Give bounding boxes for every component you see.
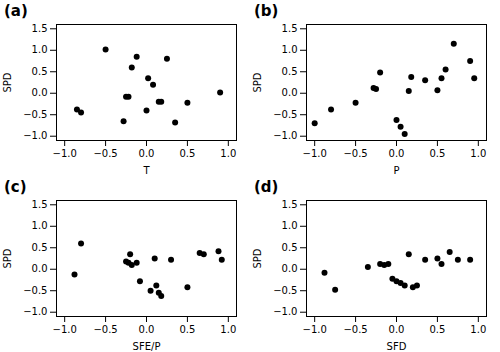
svg-text:0.5: 0.5 xyxy=(32,66,48,77)
svg-text:1.0: 1.0 xyxy=(282,220,298,231)
svg-text:−1.0: −1.0 xyxy=(23,130,47,141)
svg-text:1.0: 1.0 xyxy=(32,220,48,231)
svg-text:−1.0: −1.0 xyxy=(53,324,77,335)
svg-text:0.5: 0.5 xyxy=(282,242,298,253)
svg-text:1.5: 1.5 xyxy=(32,23,48,34)
svg-text:−0.5: −0.5 xyxy=(343,324,367,335)
svg-text:−0.5: −0.5 xyxy=(343,148,367,159)
svg-text:T: T xyxy=(142,165,150,176)
svg-text:−0.5: −0.5 xyxy=(23,109,47,120)
svg-text:0.0: 0.0 xyxy=(139,148,155,159)
svg-text:0.0: 0.0 xyxy=(32,263,48,274)
svg-text:1.0: 1.0 xyxy=(32,44,48,55)
svg-text:−1.0: −1.0 xyxy=(23,306,47,317)
html-text:(d): (d) xyxy=(254,178,279,196)
svg-text:−1.0: −1.0 xyxy=(53,148,77,159)
svg-text:−0.5: −0.5 xyxy=(93,324,117,335)
svg-text:SFD: SFD xyxy=(387,341,407,352)
svg-text:1.5: 1.5 xyxy=(32,199,48,210)
svg-text:1.5: 1.5 xyxy=(282,23,298,34)
svg-text:0.5: 0.5 xyxy=(429,324,445,335)
svg-text:1.0: 1.0 xyxy=(220,324,236,335)
svg-text:−0.5: −0.5 xyxy=(23,285,47,296)
svg-text:0.5: 0.5 xyxy=(179,324,195,335)
svg-text:1.5: 1.5 xyxy=(282,199,298,210)
svg-text:−1.0: −1.0 xyxy=(273,306,297,317)
svg-text:1.0: 1.0 xyxy=(470,324,486,335)
svg-text:SPD: SPD xyxy=(2,72,13,92)
svg-text:SPD: SPD xyxy=(2,248,13,268)
svg-text:0.0: 0.0 xyxy=(282,87,298,98)
svg-text:1.0: 1.0 xyxy=(470,148,486,159)
svg-text:0.5: 0.5 xyxy=(282,66,298,77)
svg-text:−1.0: −1.0 xyxy=(303,148,327,159)
svg-text:0.5: 0.5 xyxy=(179,148,195,159)
svg-text:SPD: SPD xyxy=(252,248,263,268)
svg-text:SFE/P: SFE/P xyxy=(133,341,161,352)
svg-text:SPD: SPD xyxy=(252,72,263,92)
svg-text:P: P xyxy=(393,165,399,176)
svg-text:0.0: 0.0 xyxy=(32,87,48,98)
svg-text:0.0: 0.0 xyxy=(282,263,298,274)
html-text:(b): (b) xyxy=(254,2,279,20)
svg-text:−1.0: −1.0 xyxy=(303,324,327,335)
svg-text:0.0: 0.0 xyxy=(139,324,155,335)
svg-text:−0.5: −0.5 xyxy=(273,285,297,296)
html-text:(c): (c) xyxy=(4,178,27,196)
html-text:(a): (a) xyxy=(4,2,28,20)
svg-text:0.0: 0.0 xyxy=(389,148,405,159)
svg-text:−0.5: −0.5 xyxy=(93,148,117,159)
svg-text:−0.5: −0.5 xyxy=(273,109,297,120)
svg-text:0.5: 0.5 xyxy=(32,242,48,253)
svg-text:0.0: 0.0 xyxy=(389,324,405,335)
svg-text:1.0: 1.0 xyxy=(220,148,236,159)
svg-text:1.0: 1.0 xyxy=(282,44,298,55)
svg-text:−1.0: −1.0 xyxy=(273,130,297,141)
svg-text:0.5: 0.5 xyxy=(429,148,445,159)
